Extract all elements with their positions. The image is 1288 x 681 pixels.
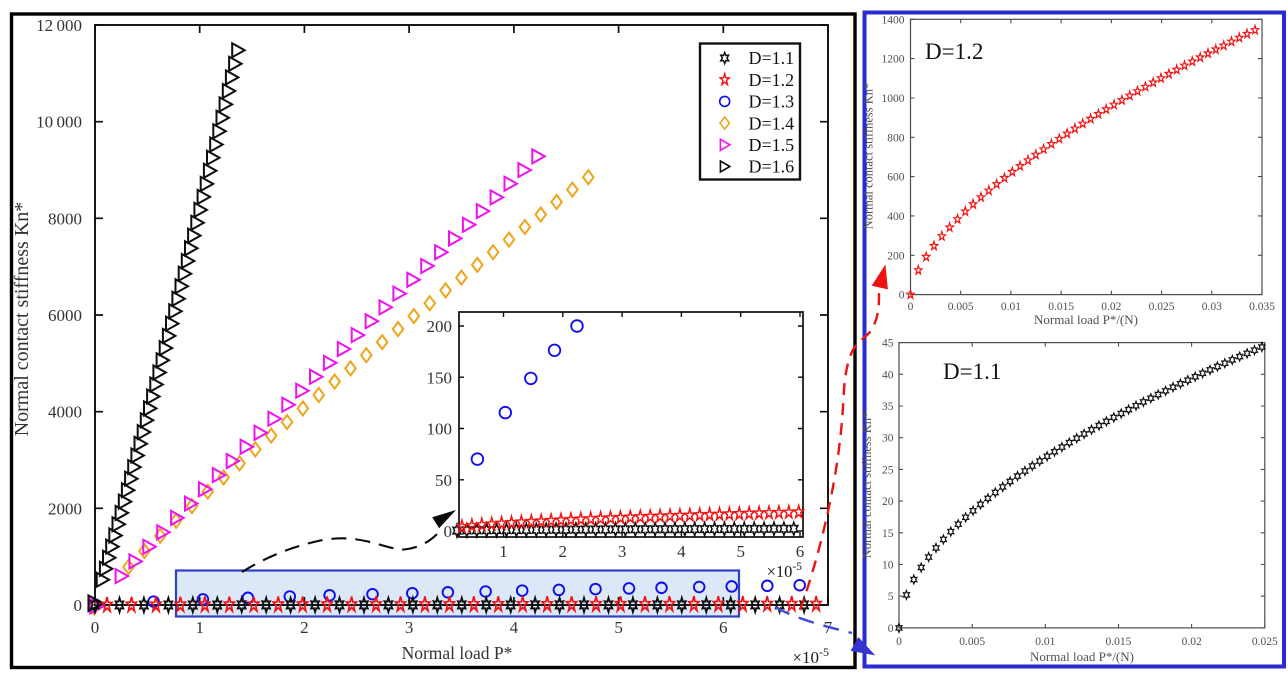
svg-text:3: 3 bbox=[405, 618, 414, 637]
svg-text:2: 2 bbox=[559, 542, 568, 561]
svg-text:10: 10 bbox=[882, 560, 894, 572]
svg-text:10 000: 10 000 bbox=[36, 113, 82, 132]
svg-text:12 000: 12 000 bbox=[36, 16, 82, 35]
svg-text:0.005: 0.005 bbox=[959, 636, 985, 648]
svg-text:5: 5 bbox=[614, 618, 623, 637]
svg-text:D=1.2: D=1.2 bbox=[749, 70, 795, 90]
svg-text:0: 0 bbox=[444, 522, 453, 541]
svg-text:800: 800 bbox=[887, 132, 905, 144]
svg-text:0.025: 0.025 bbox=[1252, 636, 1278, 648]
svg-text:35: 35 bbox=[882, 401, 894, 413]
svg-text:0.005: 0.005 bbox=[948, 301, 974, 313]
svg-text:0.03: 0.03 bbox=[1202, 301, 1222, 313]
svg-text:40: 40 bbox=[882, 369, 894, 381]
svg-text:0: 0 bbox=[899, 290, 905, 302]
svg-text:D=1.3: D=1.3 bbox=[749, 92, 795, 112]
svg-text:45: 45 bbox=[882, 338, 894, 350]
svg-text:5: 5 bbox=[888, 591, 894, 603]
svg-text:4: 4 bbox=[510, 618, 519, 637]
svg-text:0.025: 0.025 bbox=[1149, 301, 1175, 313]
svg-text:1400: 1400 bbox=[882, 14, 905, 26]
svg-text:1000: 1000 bbox=[882, 93, 905, 105]
svg-text:1200: 1200 bbox=[882, 54, 905, 66]
svg-text:1: 1 bbox=[499, 542, 508, 561]
svg-text:0.015: 0.015 bbox=[1106, 636, 1132, 648]
svg-text:25: 25 bbox=[882, 464, 894, 476]
svg-text:4000: 4000 bbox=[48, 403, 82, 422]
svg-text:6000: 6000 bbox=[48, 306, 82, 325]
svg-text:150: 150 bbox=[427, 368, 453, 387]
svg-text:Normal load P*: Normal load P* bbox=[402, 643, 513, 663]
svg-text:0: 0 bbox=[74, 596, 83, 615]
svg-text:D=1.2: D=1.2 bbox=[925, 39, 983, 64]
svg-text:5: 5 bbox=[736, 542, 745, 561]
svg-text:400: 400 bbox=[887, 211, 905, 223]
svg-text:0.035: 0.035 bbox=[1249, 301, 1275, 313]
svg-text:0.02: 0.02 bbox=[1101, 301, 1121, 313]
svg-text:0: 0 bbox=[908, 301, 914, 313]
svg-text:0.015: 0.015 bbox=[1048, 301, 1074, 313]
svg-text:2: 2 bbox=[300, 618, 309, 637]
svg-text:15: 15 bbox=[882, 528, 894, 540]
svg-text:0: 0 bbox=[888, 623, 894, 635]
svg-text:200: 200 bbox=[427, 317, 453, 336]
svg-text:0.01: 0.01 bbox=[1001, 301, 1021, 313]
svg-text:D=1.1: D=1.1 bbox=[943, 359, 1001, 384]
svg-text:Normal contact stiffness Kn*: Normal contact stiffness Kn* bbox=[862, 83, 876, 230]
svg-text:D=1.5: D=1.5 bbox=[749, 135, 795, 155]
svg-text:6: 6 bbox=[796, 542, 805, 561]
svg-text:4: 4 bbox=[677, 542, 686, 561]
svg-text:600: 600 bbox=[887, 172, 905, 184]
svg-text:Normal load P*/(N): Normal load P*/(N) bbox=[1034, 312, 1138, 327]
svg-text:30: 30 bbox=[882, 433, 894, 445]
svg-text:100: 100 bbox=[427, 420, 453, 439]
svg-text:Normal contact stiffness Kn*: Normal contact stiffness Kn* bbox=[11, 202, 33, 437]
svg-text:6: 6 bbox=[719, 618, 728, 637]
svg-text:0.02: 0.02 bbox=[1182, 636, 1202, 648]
svg-text:0.01: 0.01 bbox=[1035, 636, 1055, 648]
svg-text:2000: 2000 bbox=[48, 499, 82, 518]
svg-text:0: 0 bbox=[896, 636, 902, 648]
svg-text:200: 200 bbox=[887, 250, 905, 262]
svg-text:D=1.6: D=1.6 bbox=[749, 157, 795, 177]
svg-text:1: 1 bbox=[195, 618, 204, 637]
svg-text:D=1.4: D=1.4 bbox=[749, 113, 795, 133]
svg-text:3: 3 bbox=[618, 542, 627, 561]
svg-text:D=1.1: D=1.1 bbox=[749, 48, 795, 68]
svg-text:8000: 8000 bbox=[48, 209, 82, 228]
svg-text:20: 20 bbox=[882, 496, 894, 508]
svg-text:Normal load P*/(N): Normal load P*/(N) bbox=[1030, 649, 1134, 664]
svg-text:Normal contact stiffness Kn*: Normal contact stiffness Kn* bbox=[860, 412, 874, 559]
svg-text:0: 0 bbox=[91, 618, 100, 637]
svg-text:50: 50 bbox=[435, 471, 452, 490]
